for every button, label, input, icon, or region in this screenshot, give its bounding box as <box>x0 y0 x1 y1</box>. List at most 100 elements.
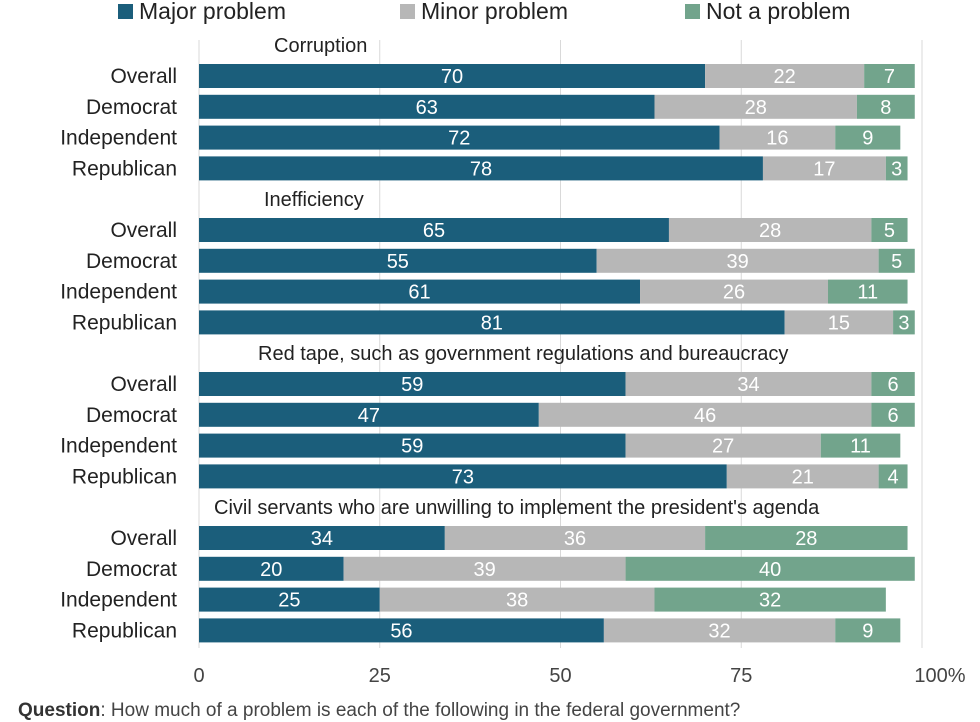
bar-segment-major-problem <box>199 310 785 335</box>
x-tick-label: 100% <box>914 665 965 687</box>
bar-segment-minor-problem <box>625 433 821 458</box>
bar-value-label: 22 <box>774 66 796 88</box>
bar-value-label: 55 <box>387 251 409 273</box>
bar-value-label: 17 <box>813 158 835 180</box>
bar-value-label: 32 <box>708 620 730 642</box>
bar-value-label: 28 <box>745 97 767 119</box>
footnote-label: Question <box>18 700 101 721</box>
bar-value-label: 7 <box>884 66 895 88</box>
bar-segment-minor-problem <box>726 464 879 489</box>
legend-label: Minor problem <box>421 0 568 24</box>
row-label: Overall <box>110 527 177 550</box>
row-label: Independent <box>60 281 177 304</box>
bar-segment-not-a-problem <box>871 218 908 242</box>
bar-value-label: 40 <box>759 559 781 581</box>
bar-segment-minor-problem <box>654 94 857 119</box>
legend-swatch-1 <box>400 4 415 19</box>
bar-value-label: 4 <box>888 466 899 488</box>
bar-segment-minor-problem <box>668 218 872 242</box>
bar-segment-minor-problem <box>379 587 655 612</box>
bar-segment-major-problem <box>199 618 604 643</box>
bar-segment-major-problem <box>199 372 626 396</box>
bar-value-label: 61 <box>408 282 430 304</box>
bar-value-label: 63 <box>416 97 438 119</box>
question-footnote: Question: How much of a problem is each … <box>18 700 740 722</box>
bar-segment-major-problem <box>199 248 597 273</box>
bar-value-label: 65 <box>423 220 445 242</box>
bar-segment-not-a-problem <box>878 248 915 273</box>
bar-value-label: 36 <box>564 528 586 550</box>
bar-segment-minor-problem <box>444 526 706 550</box>
bar-value-label: 8 <box>880 97 891 119</box>
x-tick-label: 50 <box>549 665 571 687</box>
bar-value-label: 34 <box>737 374 759 396</box>
bar-segment-major-problem <box>199 218 669 242</box>
group-title: Civil servants who are unwilling to impl… <box>214 497 820 519</box>
bar-segment-not-a-problem <box>885 156 908 181</box>
bar-segment-not-a-problem <box>856 94 915 119</box>
bar-value-label: 26 <box>723 282 745 304</box>
legend-swatch-2 <box>685 4 700 19</box>
row-label: Overall <box>110 219 177 242</box>
bar-value-label: 73 <box>452 466 474 488</box>
bar-segment-major-problem <box>199 64 706 88</box>
bar-value-label: 56 <box>390 620 412 642</box>
bar-value-label: 34 <box>311 528 333 550</box>
bar-segment-major-problem <box>199 156 763 181</box>
row-label: Democrat <box>86 558 177 581</box>
bar-segment-major-problem <box>199 587 380 612</box>
bar-segment-major-problem <box>199 279 641 304</box>
bar-value-label: 16 <box>766 128 788 150</box>
bar-value-label: 11 <box>850 436 871 458</box>
bar-value-label: 5 <box>884 220 895 242</box>
row-label: Independent <box>60 589 177 612</box>
bar-value-label: 38 <box>506 590 528 612</box>
row-label: Democrat <box>86 404 177 427</box>
bar-value-label: 81 <box>481 312 503 334</box>
legend-swatch-0 <box>118 4 133 19</box>
bar-segment-not-a-problem <box>864 64 915 88</box>
bar-segment-major-problem <box>199 402 539 427</box>
footnote-text: : How much of a problem is each of the f… <box>100 700 741 721</box>
bar-segment-minor-problem <box>640 279 829 304</box>
legend-label: Not a problem <box>706 0 850 24</box>
bar-value-label: 46 <box>694 405 716 427</box>
bar-segment-not-a-problem <box>828 279 908 304</box>
bar-segment-minor-problem <box>625 372 872 396</box>
legend-label: Major problem <box>139 0 286 24</box>
bar-value-label: 39 <box>727 251 749 273</box>
bar-segment-not-a-problem <box>625 556 915 581</box>
row-label: Democrat <box>86 96 177 119</box>
bar-segment-major-problem <box>199 526 445 550</box>
bar-value-label: 25 <box>278 590 300 612</box>
bar-value-label: 28 <box>795 528 817 550</box>
bar-value-label: 39 <box>473 559 495 581</box>
row-label: Republican <box>72 465 177 488</box>
bar-value-label: 70 <box>441 66 463 88</box>
bar-segment-not-a-problem <box>835 125 901 150</box>
bar-value-label: 27 <box>712 436 734 458</box>
bar-segment-major-problem <box>199 556 344 581</box>
bar-segment-minor-problem <box>596 248 879 273</box>
bar-segment-not-a-problem <box>835 618 901 643</box>
bar-value-label: 78 <box>470 158 492 180</box>
bar-value-label: 6 <box>888 405 899 427</box>
bar-segment-minor-problem <box>538 402 872 427</box>
group-title: Corruption <box>274 35 367 57</box>
bar-value-label: 6 <box>888 374 899 396</box>
bar-value-label: 59 <box>401 374 423 396</box>
bar-segment-minor-problem <box>762 156 886 181</box>
bar-value-label: 20 <box>260 559 282 581</box>
bar-segment-major-problem <box>199 433 626 458</box>
x-tick-label: 0 <box>193 665 204 687</box>
bar-segment-not-a-problem <box>871 402 915 427</box>
bar-segment-not-a-problem <box>871 372 915 396</box>
row-label: Independent <box>60 435 177 458</box>
bar-value-label: 15 <box>828 312 850 334</box>
bar-value-label: 47 <box>358 405 380 427</box>
bar-value-label: 28 <box>759 220 781 242</box>
bar-segment-minor-problem <box>784 310 894 335</box>
x-tick-label: 75 <box>730 665 752 687</box>
group-title: Inefficiency <box>264 189 364 211</box>
